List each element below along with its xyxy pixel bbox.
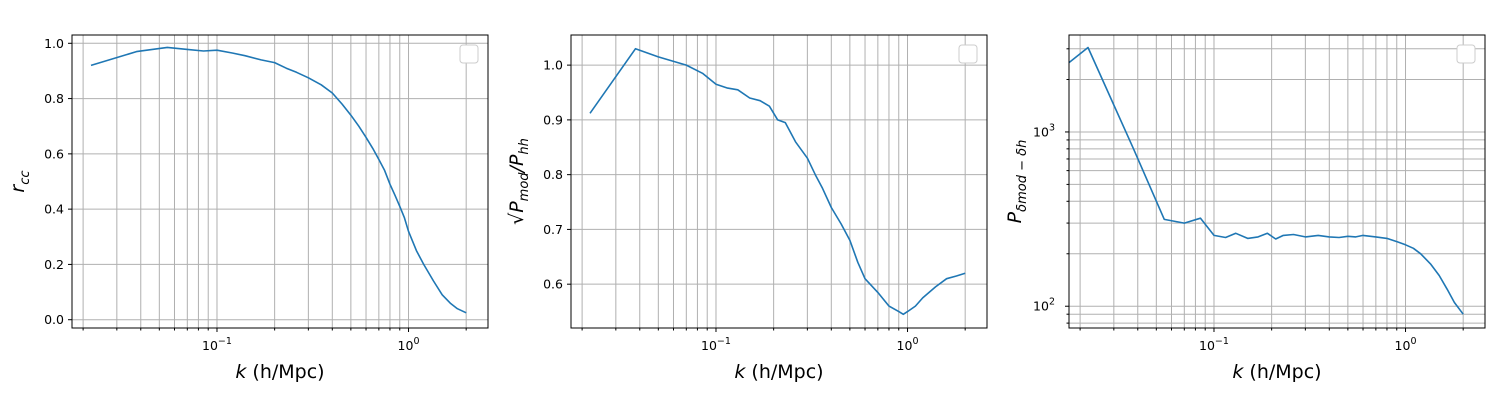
x-tick-label: 100 (398, 336, 420, 353)
y-tick-label: 0.6 (543, 277, 563, 292)
x-tick-label: 10−1 (202, 336, 232, 353)
x-tick-label: 100 (897, 336, 919, 353)
y-tick-label: 1.0 (44, 36, 64, 51)
y-tick-label: 0.8 (44, 91, 64, 106)
y-tick-label: 0.2 (44, 257, 64, 272)
y-axis-symbol: √P (506, 201, 528, 225)
x-axis-variable: k (734, 361, 746, 383)
y-axis-label: rcc (7, 170, 33, 192)
x-tick-base: 10 (897, 338, 913, 353)
series-line (1068, 46, 1464, 315)
y-tick-label: 0.4 (44, 202, 64, 217)
x-axis-unit: (h/Mpc) (745, 361, 823, 383)
legend-box (958, 44, 978, 64)
y-axis-label: √Pmod/Phh (506, 138, 532, 225)
x-axis-variable: k (1232, 361, 1244, 383)
y-axis-subscript-2: hh (517, 138, 532, 154)
y-tick-label: 0.0 (44, 312, 64, 327)
x-tick-exponent: −1 (1215, 336, 1229, 347)
plot-frame (71, 34, 489, 329)
x-tick-exponent: −1 (218, 336, 232, 347)
x-tick-base: 10 (398, 338, 414, 353)
plot-frame (1068, 34, 1486, 329)
y-axis-symbol: r (7, 184, 29, 193)
x-tick-label: 10−1 (701, 336, 731, 353)
y-tick-label: 0.7 (543, 222, 563, 237)
x-axis-unit: (h/Mpc) (246, 361, 324, 383)
legend-box (459, 44, 479, 64)
plot-frame (570, 34, 988, 329)
y-tick-label: 0.6 (44, 146, 64, 161)
y-tick-label: 0.8 (543, 167, 563, 182)
x-axis-unit: (h/Mpc) (1243, 361, 1321, 383)
x-axis-variable: k (235, 361, 247, 383)
series-line (589, 47, 966, 316)
y-tick-exponent: 3 (1049, 122, 1055, 133)
y-tick-base: 10 (1033, 124, 1049, 139)
y-axis-symbol: P (1004, 211, 1026, 223)
x-tick-base: 10 (701, 338, 717, 353)
y-tick-base: 10 (1033, 299, 1049, 314)
y-axis-symbol-2: /P (506, 154, 528, 174)
y-tick-exponent: 2 (1049, 297, 1055, 308)
x-tick-label: 10−1 (1199, 336, 1229, 353)
y-axis-subscript: mod (517, 172, 532, 202)
x-tick-base: 10 (1395, 338, 1411, 353)
x-axis-label: k (h/Mpc) (734, 361, 823, 383)
x-tick-exponent: 0 (413, 336, 419, 347)
x-tick-base: 10 (202, 338, 218, 353)
legend-box (1456, 44, 1476, 64)
y-tick-label: 103 (1033, 122, 1055, 139)
y-axis-subscript: cc (18, 170, 33, 184)
y-tick-label: 0.9 (543, 112, 563, 127)
x-tick-base: 10 (1199, 338, 1215, 353)
x-axis-label: k (h/Mpc) (235, 361, 324, 383)
y-axis-subscript: δmod − δh (1015, 140, 1030, 212)
y-axis-label: Pδmod − δh (1004, 140, 1030, 224)
y-tick-label: 102 (1033, 297, 1055, 314)
y-tick-label: 1.0 (543, 58, 563, 73)
x-tick-exponent: 0 (912, 336, 918, 347)
series-line (90, 46, 467, 314)
x-tick-exponent: −1 (717, 336, 731, 347)
x-tick-label: 100 (1395, 336, 1417, 353)
x-tick-exponent: 0 (1410, 336, 1416, 347)
x-axis-label: k (h/Mpc) (1232, 361, 1321, 383)
